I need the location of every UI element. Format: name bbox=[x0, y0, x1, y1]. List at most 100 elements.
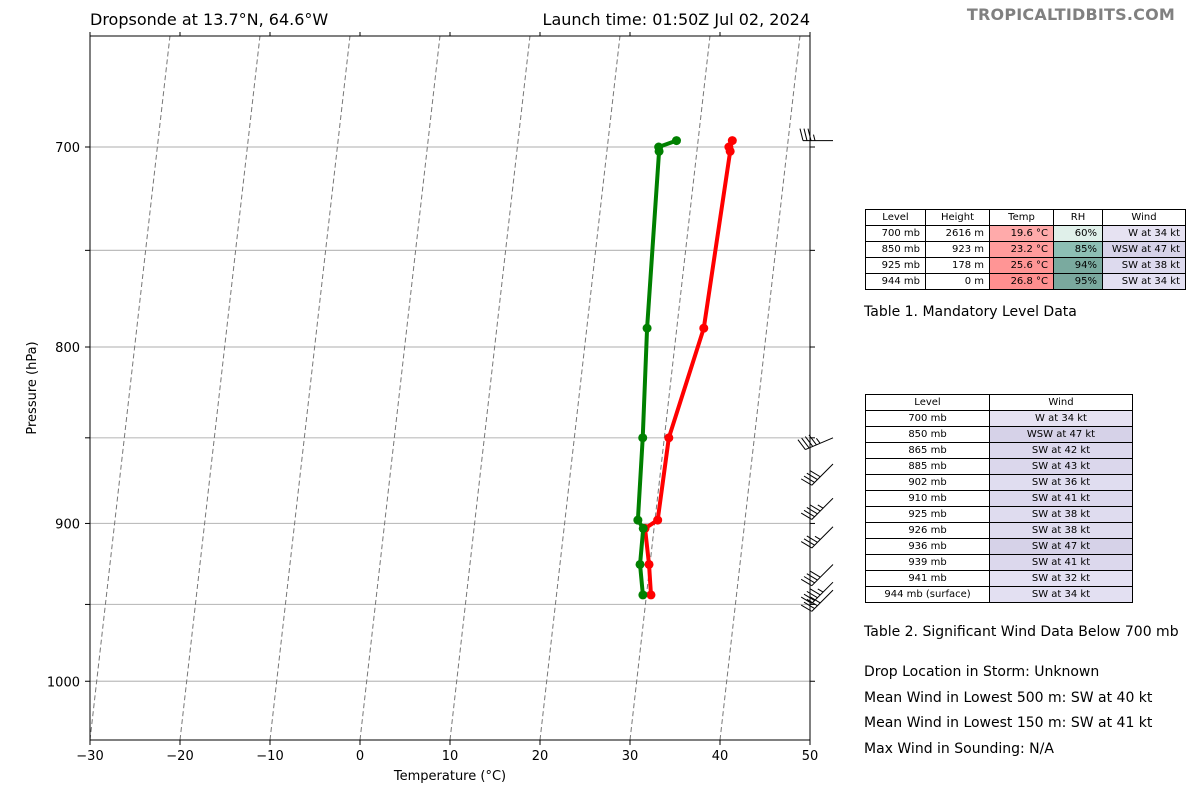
rh-cell: 94% bbox=[1053, 257, 1103, 274]
wind-barb-staff bbox=[811, 589, 834, 612]
table-row: 926 mb SW at 38 kt bbox=[865, 522, 1133, 539]
wind-barb-full bbox=[799, 128, 804, 141]
y-tick-label: 900 bbox=[55, 517, 80, 532]
wind-barb-full bbox=[800, 541, 813, 549]
pressure-gridlines bbox=[90, 146, 810, 682]
table-row: 941 mb SW at 32 kt bbox=[865, 570, 1133, 587]
temperature-point bbox=[653, 515, 663, 525]
wind-barb-full bbox=[804, 436, 814, 447]
wind-cell: SW at 38 kt bbox=[1102, 257, 1186, 274]
wind-barb-staff bbox=[811, 564, 834, 587]
level-cell: 939 mb bbox=[865, 554, 990, 571]
level-cell: 941 mb bbox=[865, 570, 990, 587]
x-tick-label: 0 bbox=[356, 749, 364, 764]
wind-barb-full bbox=[809, 504, 821, 512]
dewpoint-point bbox=[638, 523, 648, 533]
wind-cell: SW at 38 kt bbox=[989, 522, 1133, 539]
mean-wind-150m-text: Mean Wind in Lowest 150 m: SW at 41 kt bbox=[864, 715, 1153, 731]
skewt-chart: −30 −20 −10 0 10 20 30 40 50 700 800 900 1000 Tempe… bbox=[25, 32, 834, 784]
isotherm-line bbox=[539, 36, 621, 740]
temp-cell: 23.2 °C bbox=[989, 241, 1054, 258]
plot-frame bbox=[89, 35, 811, 741]
wind-barb bbox=[800, 497, 834, 520]
wind-barb-full bbox=[803, 128, 808, 141]
height-cell: 2616 m bbox=[925, 225, 990, 242]
wind-barb bbox=[800, 463, 834, 486]
wind-barb-staff bbox=[811, 463, 834, 486]
isotherm-line bbox=[90, 36, 171, 740]
chart-title: Dropsonde at 13.7°N, 64.6°W bbox=[90, 10, 329, 29]
launch-time: Launch time: 01:50Z Jul 02, 2024 bbox=[542, 10, 810, 29]
y-tick-label: 700 bbox=[55, 141, 80, 156]
wind-barb-full bbox=[806, 598, 818, 607]
level-cell: 925 mb bbox=[865, 506, 990, 523]
level-cell: 850 mb bbox=[865, 426, 990, 443]
level-cell: 700 mb bbox=[865, 225, 926, 242]
dewpoint-point bbox=[635, 559, 645, 569]
header-wind: Wind bbox=[1102, 209, 1186, 226]
wind-barb bbox=[799, 128, 833, 142]
wind-barb-full bbox=[800, 512, 813, 520]
wind-barb-staff bbox=[805, 437, 834, 451]
wind-barb-staff bbox=[811, 497, 834, 520]
height-cell: 0 m bbox=[925, 273, 990, 290]
y-axis-label: Pressure (hPa) bbox=[25, 341, 40, 434]
wind-cell: SW at 43 kt bbox=[989, 458, 1133, 475]
wind-barb-full bbox=[809, 469, 821, 478]
table-header-row: Level Height Temp RH Wind bbox=[865, 209, 1186, 226]
level-cell: 902 mb bbox=[865, 474, 990, 491]
height-cell: 923 m bbox=[925, 241, 990, 258]
wind-barb-full bbox=[803, 538, 815, 546]
wind-barb-half bbox=[817, 588, 824, 593]
wind-cell: SW at 34 kt bbox=[989, 586, 1133, 603]
wind-barb-full bbox=[806, 472, 818, 481]
level-cell: 850 mb bbox=[865, 241, 926, 258]
table2-caption: Table 2. Significant Wind Data Below 700… bbox=[864, 624, 1179, 640]
level-cell: 944 mb bbox=[865, 273, 926, 290]
table-row: 925 mb 178 m 25.6 °C 94% SW at 38 kt bbox=[865, 257, 1186, 274]
table-row: 910 mb SW at 41 kt bbox=[865, 490, 1133, 507]
table-row: 865 mb SW at 42 kt bbox=[865, 442, 1133, 459]
wind-barb-full bbox=[808, 434, 817, 446]
temp-cell: 25.6 °C bbox=[989, 257, 1054, 274]
height-cell: 178 m bbox=[925, 257, 990, 274]
level-cell: 865 mb bbox=[865, 442, 990, 459]
wind-cell: SW at 36 kt bbox=[989, 474, 1133, 491]
wind-barb-full bbox=[803, 601, 815, 609]
y-axis-ticks: 700 800 900 1000 bbox=[47, 141, 815, 690]
x-tick-label: 30 bbox=[622, 749, 639, 764]
level-cell: 910 mb bbox=[865, 490, 990, 507]
table-row: 944 mb 0 m 26.8 °C 95% SW at 34 kt bbox=[865, 273, 1186, 290]
table-header-row: Level Wind bbox=[865, 394, 1133, 411]
wind-barb-full bbox=[809, 588, 821, 596]
sounding-profiles bbox=[633, 136, 737, 600]
dewpoint-point bbox=[654, 146, 664, 156]
wind-barb bbox=[797, 434, 834, 451]
wind-barb-half bbox=[813, 134, 816, 141]
dewpoint-point bbox=[638, 590, 648, 600]
wind-barbs bbox=[797, 128, 834, 612]
x-tick-label: 20 bbox=[532, 749, 549, 764]
wind-barb-full bbox=[809, 570, 821, 578]
temperature-point bbox=[644, 559, 654, 569]
table-row: 850 mb WSW at 47 kt bbox=[865, 426, 1133, 443]
temp-cell: 26.8 °C bbox=[989, 273, 1054, 290]
temperature-point bbox=[646, 590, 656, 600]
wind-barb-full bbox=[806, 507, 818, 515]
wind-barb bbox=[800, 526, 834, 549]
isotherm-line bbox=[719, 36, 801, 740]
dewpoint-point bbox=[642, 323, 652, 333]
dewpoint-point bbox=[671, 136, 681, 146]
wind-barb-staff bbox=[811, 526, 834, 549]
wind-cell: W at 34 kt bbox=[1102, 225, 1186, 242]
wind-barb bbox=[800, 589, 834, 612]
level-cell: 936 mb bbox=[865, 538, 990, 555]
isotherm-line bbox=[269, 36, 351, 740]
wind-cell: WSW at 47 kt bbox=[989, 426, 1133, 443]
wind-barb-full bbox=[803, 576, 815, 584]
significant-wind-table: Level Wind 700 mb W at 34 kt 850 mb WSW at… bbox=[865, 394, 1133, 603]
wind-cell: WSW at 47 kt bbox=[1102, 241, 1186, 258]
header-level: Level bbox=[865, 209, 926, 226]
wind-barb-full bbox=[803, 475, 815, 483]
table-row: 925 mb SW at 38 kt bbox=[865, 506, 1133, 523]
